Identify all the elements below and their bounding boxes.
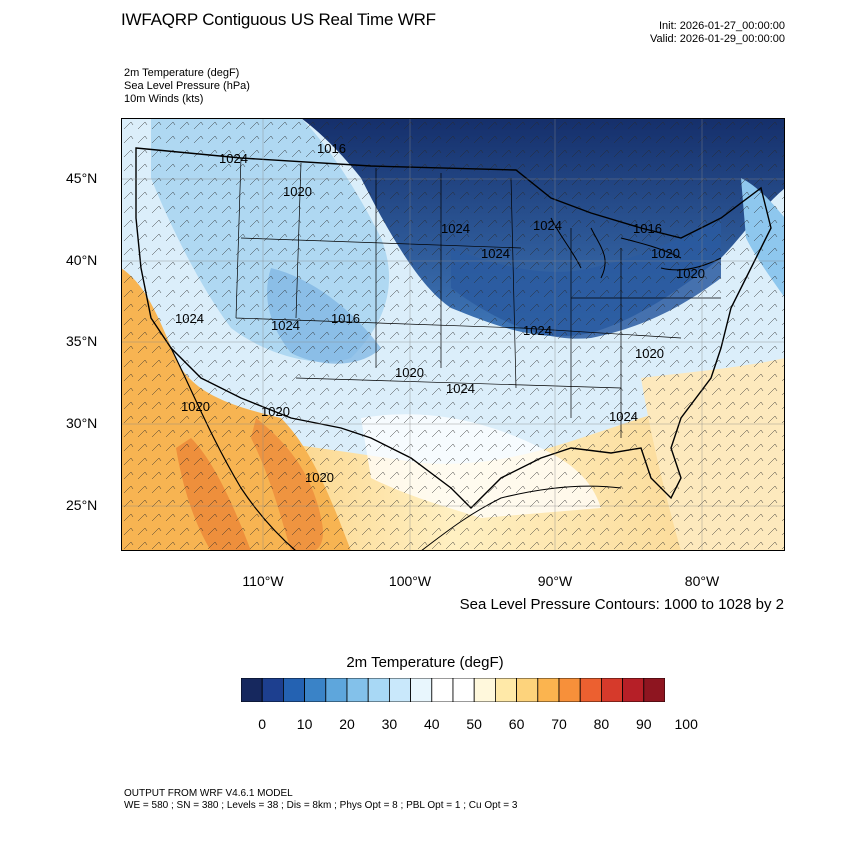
- lat-label-30: 30°N: [66, 415, 98, 431]
- lat-label-40: 40°N: [66, 252, 98, 268]
- colorbar-tick-label: 80: [593, 716, 610, 732]
- pressure-label: 1024: [441, 221, 470, 236]
- lon-label-110: 110°W: [242, 573, 284, 589]
- colorbar-swatch: [325, 678, 348, 702]
- lon-label-80: 80°W: [684, 573, 720, 589]
- lon-label-90: 90°W: [537, 573, 573, 589]
- pressure-label: 1020: [283, 184, 312, 199]
- colorbar-swatch: [600, 678, 623, 702]
- colorbar-swatch: [579, 678, 602, 702]
- state-borders: [235, 157, 721, 438]
- pressure-label: 1020: [635, 346, 664, 361]
- map-frame: [121, 118, 785, 551]
- colorbar-swatch: [367, 678, 390, 702]
- colorbar-swatch: [516, 678, 539, 702]
- pressure-label: 1024: [481, 246, 510, 261]
- great-lakes: [550, 217, 722, 279]
- colorbar-tick-label: 0: [258, 716, 267, 732]
- colorbar-tick-label: 20: [339, 716, 355, 732]
- temperature-colorbar: [241, 678, 665, 702]
- colorbar-tick-label: 60: [508, 716, 525, 732]
- pressure-label: 1024: [446, 381, 475, 396]
- field-list: 2m Temperature (degF) Sea Level Pressure…: [124, 67, 250, 106]
- colorbar-swatch: [537, 678, 560, 702]
- colorbar-tick-label: 90: [636, 716, 652, 732]
- lon-label-100: 100°W: [388, 573, 432, 589]
- colorbar-swatch: [241, 678, 263, 702]
- footer-model: OUTPUT FROM WRF V4.6.1 MODEL: [124, 788, 293, 799]
- pressure-label: 1016: [317, 141, 346, 156]
- colorbar-tick-label: 30: [381, 716, 398, 732]
- model-footer: OUTPUT FROM WRF V4.6.1 MODEL WE = 580 ; …: [124, 788, 517, 812]
- lat-label-25: 25°N: [66, 497, 98, 513]
- us-outline: [135, 147, 772, 509]
- lat-label-45: 45°N: [66, 170, 98, 186]
- pressure-label: 1024: [609, 409, 638, 424]
- pressure-label: 1024: [175, 311, 204, 326]
- colorbar-swatch: [494, 678, 517, 702]
- colorbar-title: 2m Temperature (degF): [346, 654, 504, 671]
- colorbar-swatch: [346, 678, 369, 702]
- colorbar-tick-label: 50: [466, 716, 482, 732]
- pressure-labels: 1016 1024 1020 1024 1024 1024 1024 1024 …: [175, 141, 705, 485]
- colorbar-swatch: [643, 678, 665, 702]
- init-time: Init: 2026-01-27_00:00:00: [659, 20, 785, 32]
- colorbar-tick-label: 70: [551, 716, 567, 732]
- mexico-coast: [170, 347, 297, 551]
- gulf-coast: [420, 485, 622, 551]
- pressure-label: 1020: [676, 266, 705, 281]
- field-pressure: Sea Level Pressure (hPa): [124, 80, 250, 92]
- colorbar-tick-label: 100: [674, 716, 698, 732]
- pressure-label: 1020: [261, 404, 290, 419]
- footer-config: WE = 580 ; SN = 380 ; Levels = 38 ; Dis …: [124, 800, 518, 811]
- wind-barbs: [121, 118, 785, 551]
- colorbar-swatch: [304, 678, 327, 702]
- colorbar-swatch: [388, 678, 411, 702]
- pressure-label: 1016: [331, 311, 360, 326]
- colorbar-tick-label: 40: [424, 716, 440, 732]
- graticule: [121, 118, 785, 551]
- contour-note: Sea Level Pressure Contours: 1000 to 102…: [459, 596, 784, 613]
- run-times: Init: 2026-01-27_00:00:00 Valid: 2026-01…: [650, 20, 785, 46]
- pressure-label: 1024: [271, 318, 300, 333]
- pressure-label: 1020: [181, 399, 210, 414]
- pressure-label: 1020: [305, 470, 334, 485]
- field-winds: 10m Winds (kts): [124, 93, 204, 105]
- map-title: IWFAQRP Contiguous US Real Time WRF: [121, 10, 436, 29]
- colorbar-swatch: [473, 678, 496, 702]
- colorbar-swatch: [283, 678, 306, 702]
- lat-label-35: 35°N: [66, 333, 98, 349]
- colorbar-swatch: [558, 678, 581, 702]
- pressure-label: 1020: [395, 365, 424, 380]
- pressure-label: 1016: [633, 221, 662, 236]
- colorbar-swatch: [410, 678, 433, 702]
- colorbar-swatch: [452, 678, 475, 702]
- colorbar-swatch: [622, 678, 645, 702]
- colorbar-swatch: [431, 678, 454, 702]
- field-temperature: 2m Temperature (degF): [124, 67, 240, 79]
- colorbar-swatch: [261, 678, 284, 702]
- pressure-label: 1024: [523, 323, 552, 338]
- colorbar-tick-label: 10: [296, 716, 313, 732]
- pressure-label: 1024: [219, 151, 248, 166]
- pressure-label: 1020: [651, 246, 680, 261]
- weather-map: 1016 1024 1020 1024 1024 1024 1024 1024 …: [121, 118, 785, 551]
- valid-time: Valid: 2026-01-29_00:00:00: [650, 33, 785, 45]
- pressure-label: 1024: [533, 218, 562, 233]
